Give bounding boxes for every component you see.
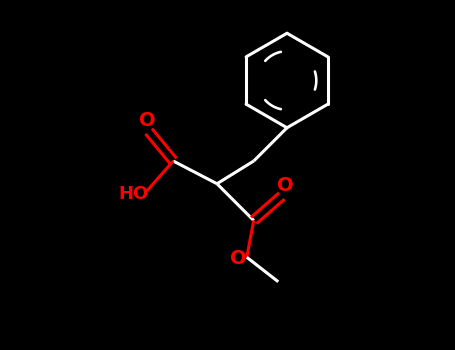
Text: O: O <box>277 176 293 195</box>
Text: O: O <box>139 111 155 130</box>
Text: O: O <box>230 250 246 268</box>
Text: HO: HO <box>119 184 149 203</box>
